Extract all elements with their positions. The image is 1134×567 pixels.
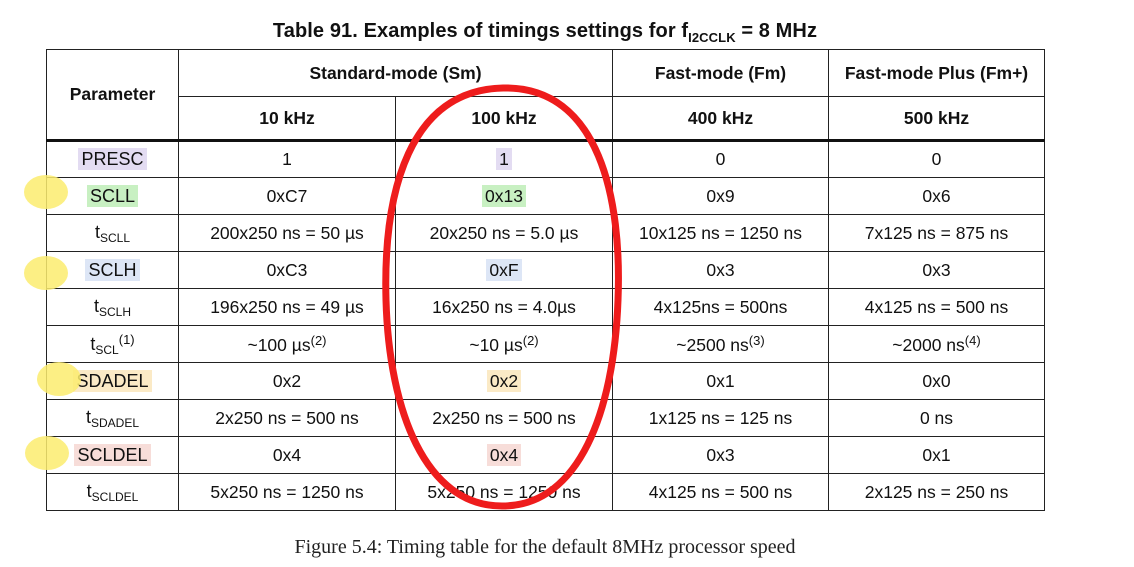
cell-500khz: 0x0 [828, 362, 1045, 400]
cell-100khz: 0x2 [395, 362, 613, 400]
param-sclh: SCLH [46, 251, 179, 289]
cell-10khz: 5x250 ns = 1250 ns [178, 473, 396, 511]
yellow-highlight-mark [24, 175, 68, 209]
timing-table: Parameter Standard-mode (Sm) Fast-mode (… [46, 49, 1045, 511]
table-row: tSCL(1) ~100 µs(2) ~10 µs(2) ~2500 ns(3)… [46, 325, 1045, 363]
cell-400khz: ~2500 ns(3) [612, 325, 829, 363]
cell-400khz: 0x3 [612, 436, 829, 474]
cell-10khz: 200x250 ns = 50 µs [178, 214, 396, 252]
param-scll: SCLL [46, 177, 179, 215]
cell-100khz: 5x250 ns = 1250 ns [395, 473, 613, 511]
cell-400khz: 10x125 ns = 1250 ns [612, 214, 829, 252]
header-fast-mode: Fast-mode (Fm) [612, 49, 829, 97]
cell-100khz: 1 [395, 140, 613, 178]
yellow-highlight-mark [37, 362, 81, 396]
cell-10khz: 0xC3 [178, 251, 396, 289]
table-title: Table 91. Examples of timings settings f… [272, 20, 818, 45]
header-fast-mode-plus: Fast-mode Plus (Fm+) [828, 49, 1045, 97]
figure-caption: Figure 5.4: Timing table for the default… [294, 536, 796, 558]
param-tscll: tSCLL [46, 214, 179, 252]
header-freq-10khz: 10 kHz [178, 96, 396, 142]
header-freq-400khz: 400 kHz [612, 96, 829, 142]
param-presc: PRESC [46, 140, 179, 178]
table-row: PRESC 1 1 0 0 [46, 140, 1045, 178]
cell-500khz: ~2000 ns(4) [828, 325, 1045, 363]
table-row: SDADEL 0x2 0x2 0x1 0x0 [46, 362, 1045, 400]
param-tscldel: tSCLDEL [46, 473, 179, 511]
cell-10khz: 2x250 ns = 500 ns [178, 399, 396, 437]
cell-100khz: 0xF [395, 251, 613, 289]
cell-10khz: 0x2 [178, 362, 396, 400]
cell-100khz: 16x250 ns = 4.0µs [395, 288, 613, 326]
cell-10khz: 196x250 ns = 49 µs [178, 288, 396, 326]
header-freq-100khz: 100 kHz [395, 96, 613, 142]
cell-10khz: 1 [178, 140, 396, 178]
cell-100khz: 0x13 [395, 177, 613, 215]
cell-100khz: 20x250 ns = 5.0 µs [395, 214, 613, 252]
cell-500khz: 0x1 [828, 436, 1045, 474]
table-row: tSCLDEL 5x250 ns = 1250 ns 5x250 ns = 12… [46, 473, 1045, 511]
cell-100khz: ~10 µs(2) [395, 325, 613, 363]
cell-400khz: 0x3 [612, 251, 829, 289]
cell-10khz: 0x4 [178, 436, 396, 474]
cell-500khz: 7x125 ns = 875 ns [828, 214, 1045, 252]
cell-100khz: 2x250 ns = 500 ns [395, 399, 613, 437]
param-tsdadel: tSDADEL [46, 399, 179, 437]
param-tsclh: tSCLH [46, 288, 179, 326]
table-row: tSCLH 196x250 ns = 49 µs 16x250 ns = 4.0… [46, 288, 1045, 326]
param-tscl: tSCL(1) [46, 325, 179, 363]
header-freq-500khz: 500 kHz [828, 96, 1045, 142]
cell-100khz: 0x4 [395, 436, 613, 474]
header-standard-mode: Standard-mode (Sm) [178, 49, 613, 97]
cell-500khz: 0x6 [828, 177, 1045, 215]
cell-400khz: 0 [612, 140, 829, 178]
cell-500khz: 0x3 [828, 251, 1045, 289]
cell-400khz: 0x1 [612, 362, 829, 400]
cell-400khz: 0x9 [612, 177, 829, 215]
cell-500khz: 2x125 ns = 250 ns [828, 473, 1045, 511]
cell-500khz: 0 [828, 140, 1045, 178]
cell-500khz: 4x125 ns = 500 ns [828, 288, 1045, 326]
cell-400khz: 4x125ns = 500ns [612, 288, 829, 326]
cell-10khz: 0xC7 [178, 177, 396, 215]
cell-400khz: 1x125 ns = 125 ns [612, 399, 829, 437]
cell-10khz: ~100 µs(2) [178, 325, 396, 363]
table-row: tSDADEL 2x250 ns = 500 ns 2x250 ns = 500… [46, 399, 1045, 437]
yellow-highlight-mark [24, 256, 68, 290]
cell-400khz: 4x125 ns = 500 ns [612, 473, 829, 511]
table-row: tSCLL 200x250 ns = 50 µs 20x250 ns = 5.0… [46, 214, 1045, 252]
yellow-highlight-mark [25, 436, 69, 470]
table-row: SCLDEL 0x4 0x4 0x3 0x1 [46, 436, 1045, 474]
cell-500khz: 0 ns [828, 399, 1045, 437]
table-row: SCLH 0xC3 0xF 0x3 0x3 [46, 251, 1045, 289]
header-parameter: Parameter [46, 49, 179, 141]
table-row: SCLL 0xC7 0x13 0x9 0x6 [46, 177, 1045, 215]
